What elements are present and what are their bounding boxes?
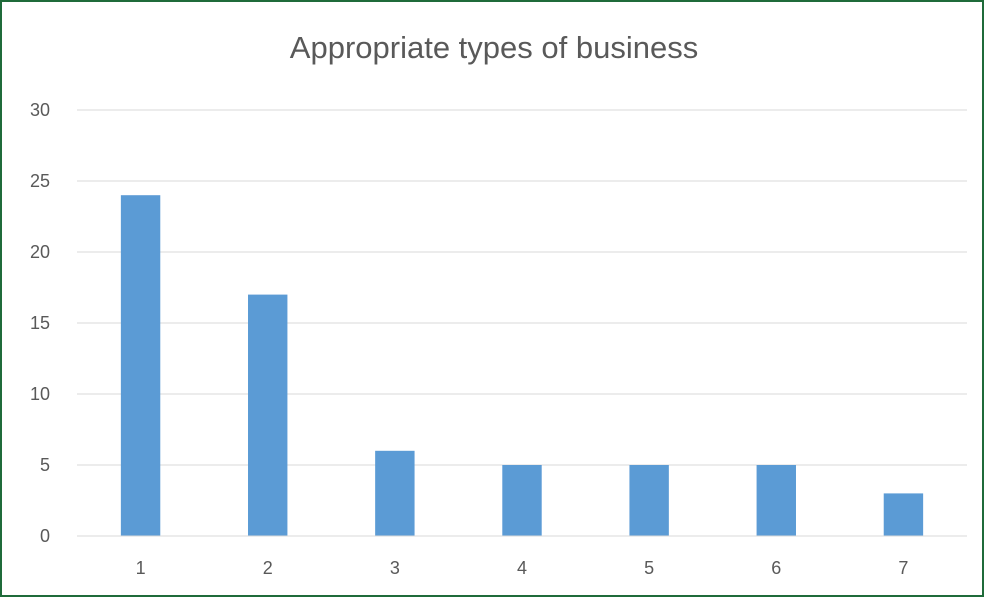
x-tick-label: 2 [263,558,273,578]
bar-6 [756,465,796,536]
axes: 0 5 10 15 20 25 30 1 2 3 4 5 6 7 [30,100,967,578]
y-tick-label: 20 [30,242,50,262]
y-tick-label: 10 [30,384,50,404]
y-tick-label: 5 [40,455,50,475]
bar-3 [375,450,415,536]
y-tick-label: 25 [30,171,50,191]
y-tick-label: 0 [40,526,50,546]
y-tick-label: 30 [30,100,50,120]
x-tick-label: 3 [390,558,400,578]
bar-2 [248,294,288,536]
gridlines [77,109,967,466]
x-tick-label: 5 [644,558,654,578]
bar-5 [629,465,669,536]
chart-title: Appropriate types of business [289,30,699,65]
x-tick-label: 1 [136,558,146,578]
x-tick-label: 4 [517,558,527,578]
x-tick-label: 7 [898,558,908,578]
bar-7 [883,493,924,536]
x-tick-label: 6 [771,558,781,578]
y-tick-label: 15 [30,313,50,333]
bar-1 [120,195,161,536]
bars [120,195,924,536]
bar-4 [502,465,542,536]
